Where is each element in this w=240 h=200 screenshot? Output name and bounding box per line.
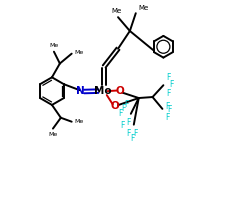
Text: Me: Me [139, 5, 149, 11]
Text: F: F [167, 105, 172, 114]
Text: F: F [121, 104, 125, 113]
Text: F: F [165, 113, 170, 122]
Text: F: F [127, 118, 131, 127]
Text: F: F [120, 121, 125, 130]
Text: Me: Me [48, 132, 58, 137]
Text: O: O [116, 86, 124, 96]
Text: Me: Me [111, 8, 121, 14]
Text: Me: Me [75, 50, 84, 55]
Text: F: F [166, 89, 171, 98]
Text: O: O [111, 101, 120, 111]
Text: F: F [165, 102, 170, 111]
Text: F: F [119, 109, 123, 118]
Text: Me: Me [49, 43, 59, 48]
Text: F: F [169, 80, 174, 89]
Text: F: F [127, 129, 131, 138]
Text: Me: Me [75, 119, 84, 124]
Text: F: F [166, 73, 171, 82]
Text: F: F [134, 129, 138, 138]
Text: F: F [131, 134, 135, 143]
Text: Mo: Mo [94, 86, 112, 96]
Text: F: F [125, 100, 129, 109]
Text: N: N [76, 86, 85, 96]
